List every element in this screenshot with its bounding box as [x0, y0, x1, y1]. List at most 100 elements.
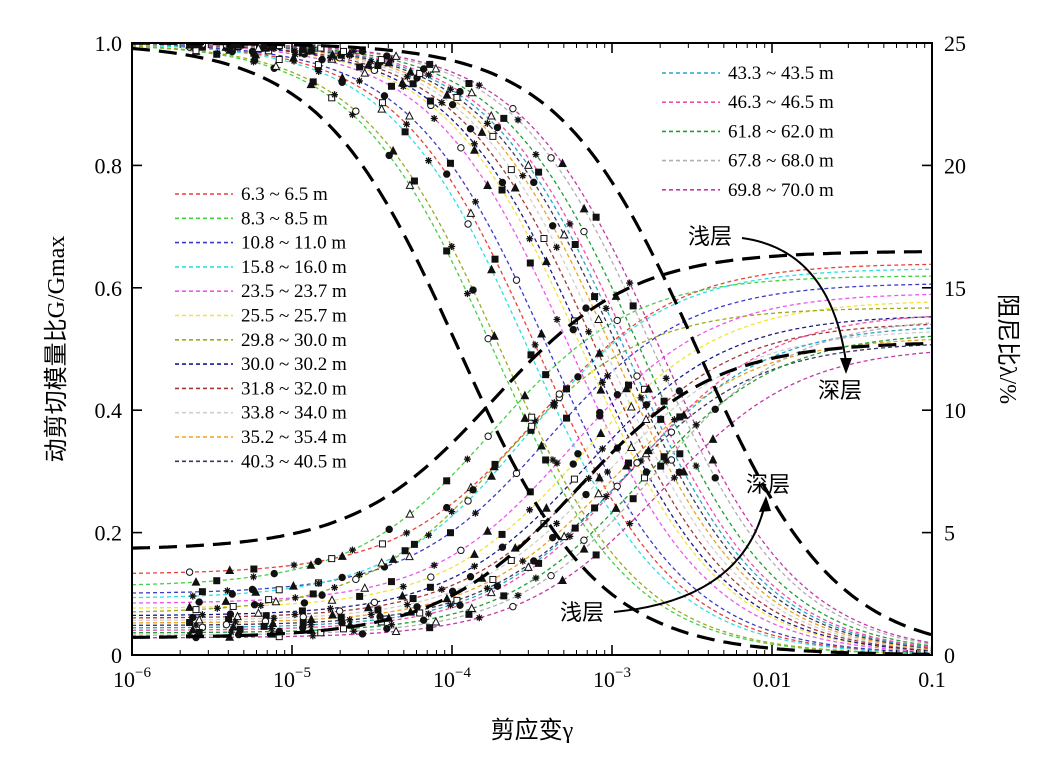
g-point: [493, 123, 502, 132]
x-tick-label: 10−3: [593, 665, 631, 692]
d-point: [489, 575, 497, 583]
g-point: [426, 97, 434, 105]
d-point: [541, 503, 551, 512]
g-point: [405, 110, 414, 120]
legend-label: 8.3 ~ 8.5 m: [241, 208, 328, 229]
d-point: [186, 631, 194, 639]
g-point: [585, 328, 593, 336]
y-right-axis-label: 阻尼比λ/%: [994, 294, 1021, 404]
d-point: [566, 532, 574, 540]
g-point: [471, 198, 479, 206]
d-point: [327, 595, 337, 604]
g-point: [405, 180, 415, 189]
d-point: [370, 598, 379, 607]
g-upper-envelope: [132, 43, 932, 637]
d-point: [438, 585, 446, 593]
d-point: [537, 440, 546, 450]
d-point: [225, 565, 235, 575]
g-point: [388, 56, 396, 64]
d-point: [629, 495, 637, 503]
d-point: [335, 607, 344, 615]
d-point: [416, 609, 424, 617]
d-point: [548, 533, 557, 542]
g-point: [528, 413, 536, 421]
d-point: [425, 531, 433, 539]
g-point: [532, 151, 540, 159]
y-right-tick-label: 25: [944, 31, 966, 56]
g-point: [637, 394, 645, 402]
g-point: [387, 82, 395, 90]
g-point: [383, 52, 391, 60]
g-point: [377, 104, 387, 113]
d-point: [569, 460, 577, 468]
legend-label: 30.0 ~ 30.2 m: [241, 354, 347, 375]
y-right-tick-label: 5: [944, 521, 955, 546]
g-point: [388, 145, 398, 155]
d-point: [227, 628, 235, 636]
legend-label: 43.3 ~ 43.5 m: [728, 63, 834, 84]
d-point: [542, 371, 550, 379]
d-point: [186, 619, 194, 627]
d-point: [194, 614, 204, 624]
marker-layer: [185, 43, 719, 642]
d-point: [339, 625, 347, 633]
d-point: [431, 616, 441, 626]
annotation-g-shallow: 浅层: [688, 224, 732, 249]
legend-label: 15.8 ~ 16.0 m: [241, 257, 347, 278]
g-point: [442, 89, 452, 99]
g-point: [510, 182, 520, 192]
g-point: [250, 56, 259, 65]
d-point: [602, 492, 610, 500]
g-point: [401, 128, 409, 136]
g-point: [512, 276, 521, 284]
g-point: [291, 50, 299, 58]
d-point: [251, 587, 261, 596]
d-point: [328, 609, 337, 619]
d-point: [260, 622, 268, 630]
d-point: [471, 509, 479, 517]
g-point: [531, 341, 539, 349]
g-point: [425, 71, 433, 79]
g-point: [498, 186, 506, 194]
d-point: [213, 604, 221, 612]
d-point: [598, 445, 606, 453]
d-point: [463, 455, 471, 463]
legend-label: 46.3 ~ 46.5 m: [728, 92, 834, 113]
y-right-tick-label: 0: [944, 643, 955, 668]
d-curve-16: [132, 351, 932, 639]
x-tick-label: 0.01: [753, 667, 792, 692]
y-left-tick-label: 0.2: [95, 521, 123, 546]
g-point: [470, 140, 478, 148]
d-point: [563, 414, 571, 422]
d-point: [391, 626, 401, 635]
g-point: [547, 154, 555, 162]
g-point: [410, 177, 418, 185]
d-point: [191, 577, 201, 586]
g-point: [498, 178, 507, 187]
d-curve-5: [132, 301, 932, 609]
d-point: [507, 556, 515, 564]
d-point: [594, 488, 604, 498]
d-point: [363, 602, 373, 612]
g-point: [475, 81, 483, 89]
x-tick-label: 10−4: [433, 665, 471, 692]
d-point: [410, 540, 418, 548]
g-point: [380, 92, 389, 100]
x-axis-label: 剪应变γ: [491, 717, 574, 744]
g-point: [629, 302, 637, 310]
d-point: [290, 561, 298, 569]
d-point: [399, 583, 407, 591]
d-point: [611, 503, 621, 512]
g-point: [446, 159, 454, 167]
g-point: [624, 381, 632, 389]
g-point: [507, 166, 515, 174]
d-point: [306, 560, 316, 569]
d-point: [498, 543, 507, 551]
d-point: [309, 632, 317, 640]
g-point: [464, 220, 472, 228]
g-point: [426, 60, 434, 68]
g-point: [509, 104, 517, 113]
g-point: [213, 49, 221, 57]
d-point: [514, 591, 522, 599]
d-point: [189, 592, 197, 600]
